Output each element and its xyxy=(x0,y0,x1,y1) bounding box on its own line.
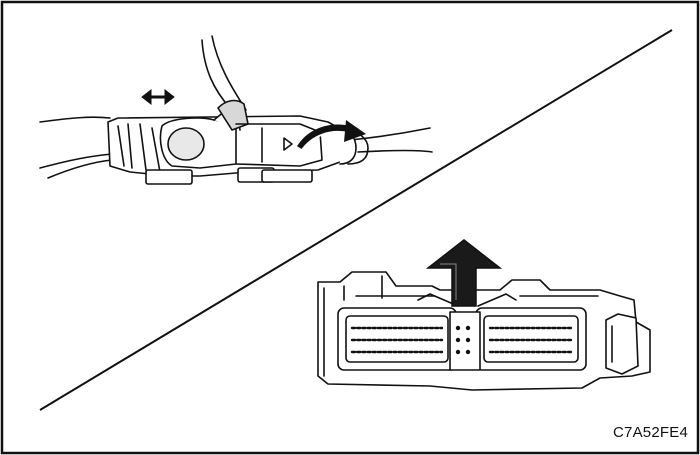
wire-right-upper xyxy=(349,127,431,141)
remove-upward-arrow xyxy=(425,239,503,307)
wire-left-lower xyxy=(39,153,113,169)
wire-left-upper xyxy=(39,116,111,123)
rotate-arrow xyxy=(297,120,366,151)
ecm-connector-illustration xyxy=(317,271,651,391)
figure-code: C7A52FE4 xyxy=(613,424,688,441)
lock-indicator xyxy=(283,137,293,151)
panel-divider xyxy=(39,29,673,411)
slide-direction-arrow xyxy=(141,88,175,106)
